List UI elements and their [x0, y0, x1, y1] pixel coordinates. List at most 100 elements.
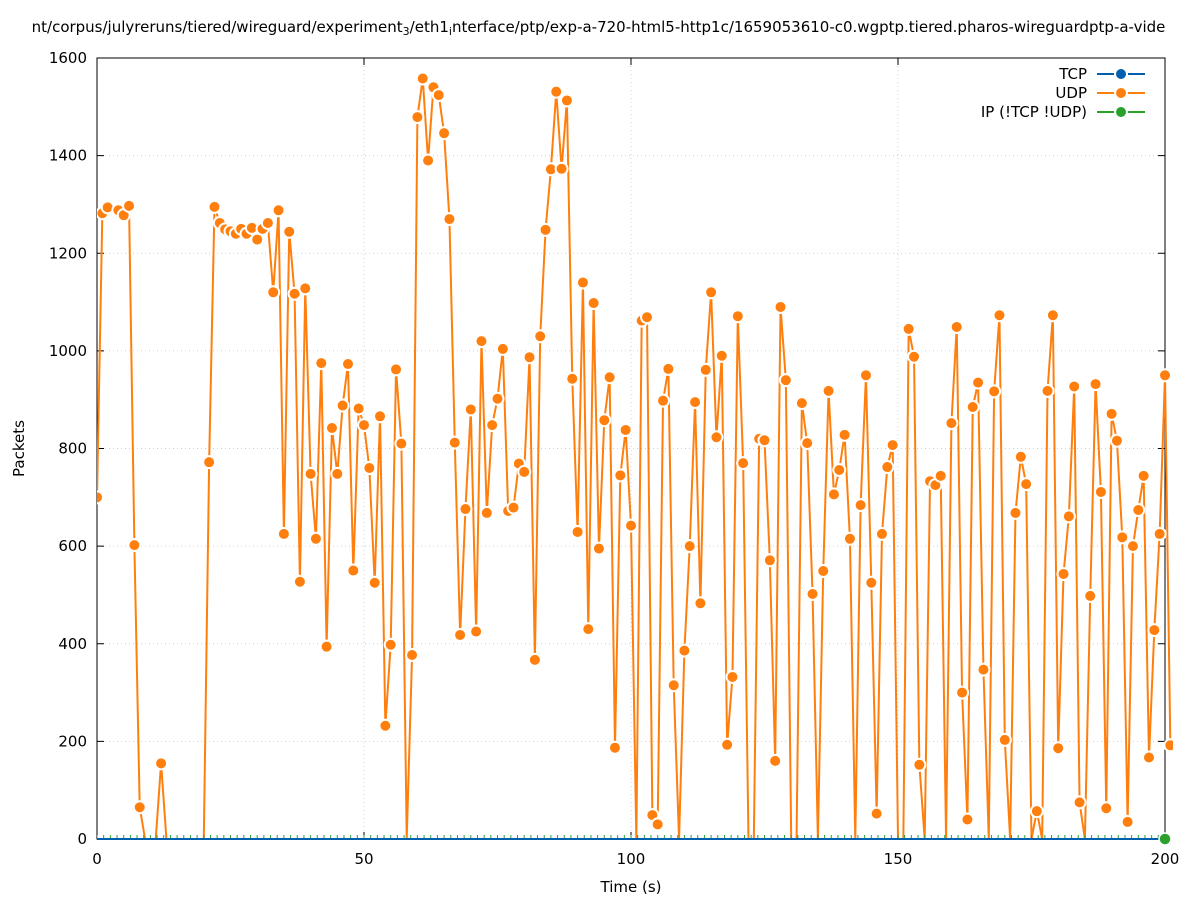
y-tick-label: 1400 [49, 147, 87, 165]
data-point [720, 737, 735, 752]
data-point [506, 500, 521, 515]
data-point [693, 596, 708, 611]
data-point [394, 436, 409, 451]
data-point [730, 309, 745, 324]
data-point [346, 563, 361, 578]
data-point [1056, 566, 1071, 581]
data-point [1115, 530, 1130, 545]
data-point [1067, 379, 1082, 394]
data-point [575, 275, 590, 290]
data-point [298, 281, 313, 296]
data-point [351, 401, 366, 416]
data-point [736, 456, 751, 471]
data-point [971, 375, 986, 390]
data-point [1099, 801, 1114, 816]
series-line [97, 78, 1172, 840]
data-point [527, 652, 542, 667]
data-point [1104, 406, 1119, 421]
data-point [955, 685, 970, 700]
data-point [533, 329, 548, 344]
data-point [250, 232, 265, 247]
data-point [330, 466, 345, 481]
data-point [340, 357, 355, 372]
chart-title-part-2: /eth1 [409, 18, 449, 36]
data-point [1040, 383, 1055, 398]
data-point [292, 574, 307, 589]
data-point [656, 393, 671, 408]
y-tick-label: 1200 [49, 244, 87, 262]
data-point [554, 161, 569, 176]
data-point [933, 468, 948, 483]
data-point [303, 466, 318, 481]
legend-label: UDP [1055, 84, 1087, 102]
x-tick-label: 150 [884, 850, 913, 868]
data-point [335, 398, 350, 413]
legend-label: IP (!TCP !UDP) [981, 103, 1087, 121]
data-point [821, 383, 836, 398]
data-point [282, 224, 297, 239]
data-point [442, 212, 457, 227]
data-point [858, 368, 873, 383]
data-point [650, 817, 665, 832]
data-point [1109, 433, 1124, 448]
y-tick-label: 1000 [49, 342, 87, 360]
data-point [832, 462, 847, 477]
data-point [992, 308, 1007, 323]
data-point [1131, 503, 1146, 518]
data-point [1019, 477, 1034, 492]
y-tick-label: 800 [58, 440, 87, 458]
series-udp [97, 71, 1173, 840]
legend-swatch-marker [1114, 67, 1128, 81]
data-point [362, 461, 377, 476]
data-point [1125, 539, 1140, 554]
data-point [778, 373, 793, 388]
data-point [714, 348, 729, 363]
data-point [1147, 623, 1162, 638]
data-point [1045, 308, 1060, 323]
data-point [437, 126, 452, 141]
data-point [682, 539, 697, 554]
y-tick-label: 1600 [49, 49, 87, 67]
data-point [410, 110, 425, 125]
data-point [907, 349, 922, 364]
data-point [1136, 468, 1151, 483]
data-point [757, 433, 772, 448]
chart-title-part-1: nt/corpus/julyreruns/tiered/wireguard/ex… [31, 18, 403, 36]
data-point [709, 430, 724, 445]
data-point [260, 215, 275, 230]
data-point [207, 199, 222, 214]
y-axis-label: Packets [10, 420, 28, 477]
data-point [666, 678, 681, 693]
y-tick-label: 600 [58, 537, 87, 555]
data-point [1013, 449, 1028, 464]
data-point [997, 732, 1012, 747]
legend-swatch-marker [1114, 105, 1128, 119]
data-point [324, 420, 339, 435]
y-tick-label: 200 [58, 732, 87, 750]
data-point [431, 88, 446, 103]
y-tick-label: 0 [77, 830, 87, 848]
data-point [853, 498, 868, 513]
data-point [276, 526, 291, 541]
data-point [1008, 505, 1023, 520]
data-point [479, 505, 494, 520]
data-point [912, 757, 927, 772]
data-point [458, 502, 473, 517]
data-point [607, 740, 622, 755]
data-point [800, 436, 815, 451]
data-point [640, 310, 655, 325]
data-point [314, 356, 329, 371]
data-point [367, 575, 382, 590]
data-point [591, 541, 606, 556]
data-point [383, 637, 398, 652]
x-tick-label: 0 [92, 850, 102, 868]
data-point [495, 341, 510, 356]
data-point [586, 296, 601, 311]
data-point [677, 643, 692, 658]
data-point [122, 198, 137, 213]
data-point [373, 409, 388, 424]
data-point [768, 753, 783, 768]
data-point [1093, 484, 1108, 499]
